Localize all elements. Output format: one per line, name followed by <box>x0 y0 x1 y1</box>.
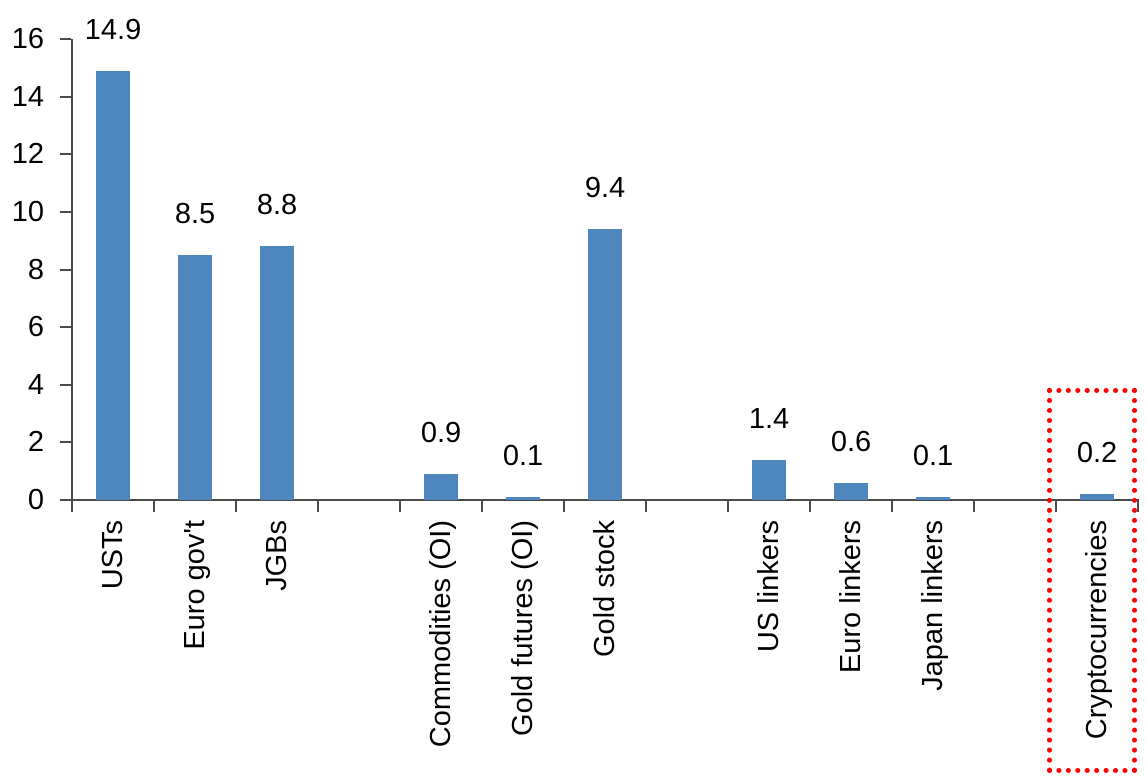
y-axis-tick <box>60 499 71 501</box>
y-axis-tick <box>60 38 71 40</box>
x-axis-tick <box>1055 500 1057 512</box>
x-axis-tick <box>645 500 647 512</box>
y-axis-tick-label: 12 <box>11 138 44 171</box>
y-axis-tick-label: 16 <box>11 23 44 55</box>
y-axis-tick <box>60 326 71 329</box>
x-axis-tick <box>809 500 811 512</box>
bar-value-label: 0.9 <box>420 417 462 449</box>
bar <box>916 497 950 500</box>
y-axis-tick-label: 6 <box>27 311 44 344</box>
bar <box>260 246 294 500</box>
bar-value-label: 8.8 <box>256 189 298 221</box>
y-axis-tick <box>60 441 71 444</box>
x-category-label-text: Euro gov't <box>179 520 211 650</box>
x-axis-tick <box>727 500 729 512</box>
x-axis-tick <box>1137 500 1139 512</box>
y-axis-tick <box>60 95 71 98</box>
bar <box>1080 494 1114 500</box>
y-axis-tick-label: 4 <box>27 368 44 401</box>
x-axis-tick <box>71 500 73 512</box>
y-axis-tick <box>60 210 71 213</box>
x-category-label-text: Gold futures (OI) <box>507 520 539 736</box>
x-axis-tick <box>973 500 975 512</box>
y-axis-tick <box>60 383 71 386</box>
x-axis-tick <box>317 500 319 512</box>
x-axis-tick <box>481 500 483 512</box>
highlight-box <box>1047 388 1137 773</box>
x-category-label-text: Gold stock <box>589 520 621 657</box>
bar <box>96 71 130 500</box>
y-axis-tick-label: 14 <box>11 80 44 113</box>
x-category-label-text: US linkers <box>753 520 785 653</box>
x-category-label-text: Commodities (OI) <box>425 520 457 748</box>
y-axis-tick-label: 2 <box>27 426 44 459</box>
y-axis-tick-label: 0 <box>27 484 44 516</box>
bar <box>588 229 622 500</box>
x-category-label-text: JGBs <box>261 520 293 591</box>
y-axis-line <box>71 39 73 512</box>
x-axis-tick <box>891 500 893 512</box>
bar-value-label: 0.2 <box>1076 437 1118 469</box>
bar-value-label: 0.1 <box>912 440 954 472</box>
x-category-label-text: USTs <box>97 520 129 590</box>
x-axis-tick <box>399 500 401 512</box>
x-axis-line <box>71 499 1139 501</box>
bar-value-label: 8.5 <box>174 198 216 230</box>
bar-value-label: 14.9 <box>84 14 142 46</box>
y-axis-tick-label: 10 <box>11 195 44 228</box>
y-axis-tick <box>60 153 71 156</box>
bar-value-label: 0.6 <box>830 426 872 458</box>
x-axis-tick <box>235 500 237 512</box>
y-axis-tick-label: 8 <box>27 253 44 286</box>
bar <box>834 483 868 500</box>
bar <box>506 497 540 500</box>
bar <box>178 255 212 500</box>
x-axis-tick <box>563 500 565 512</box>
bar-value-label: 1.4 <box>748 403 790 435</box>
bar-value-label: 0.1 <box>502 440 544 472</box>
x-category-label-text: Euro linkers <box>835 520 867 674</box>
y-axis-tick <box>60 268 71 271</box>
bar-value-label: 9.4 <box>584 172 626 204</box>
bar <box>424 474 458 500</box>
bar <box>752 460 786 500</box>
x-category-label-text: Japan linkers <box>917 520 949 691</box>
x-axis-tick <box>153 500 155 512</box>
